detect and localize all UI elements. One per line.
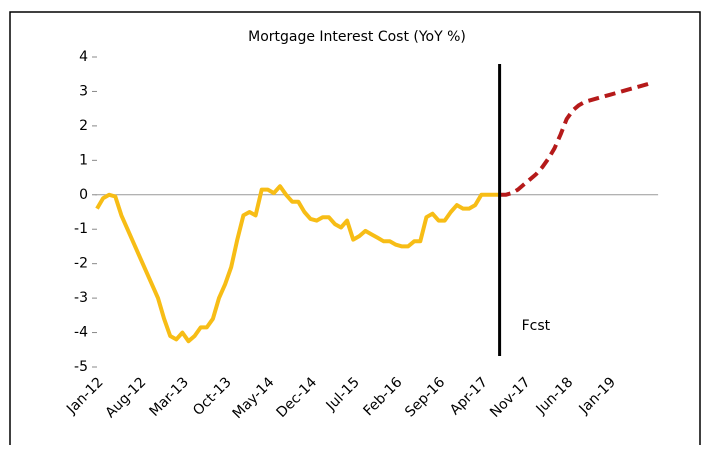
y-tick-label: -3 xyxy=(74,290,88,306)
y-tick-label: -4 xyxy=(74,325,88,341)
x-tick-label: Apr-17 xyxy=(447,374,491,418)
x-tick-label: May-14 xyxy=(230,374,278,422)
y-tick-label: 3 xyxy=(79,83,88,99)
x-tick-label: Dec-14 xyxy=(274,374,321,421)
series-line xyxy=(499,80,653,197)
y-tick-label: -2 xyxy=(74,256,88,272)
y-tick-label: 0 xyxy=(79,187,88,203)
annotation: Fcst xyxy=(522,318,551,334)
x-tick-label: Mar-13 xyxy=(147,374,193,420)
x-tick-label: Oct-13 xyxy=(190,374,235,419)
chart-border xyxy=(9,11,701,449)
y-tick-label: 4 xyxy=(79,49,88,65)
y-tick-label: 2 xyxy=(79,118,88,134)
x-tick-label: Feb-16 xyxy=(361,374,406,419)
chart-title: Mortgage Interest Cost (YoY %) xyxy=(248,29,466,45)
x-tick-label: Aug-12 xyxy=(103,374,150,421)
x-tick-label: Jul-15 xyxy=(323,374,363,414)
y-tick-label: -1 xyxy=(74,221,88,237)
x-tick-label: Jan-19 xyxy=(576,374,619,417)
y-tick-label: 1 xyxy=(79,152,88,168)
y-tick-label: -5 xyxy=(74,359,88,375)
x-tick-label: Sep-16 xyxy=(402,374,448,420)
x-tick-label: Jan-12 xyxy=(63,374,106,417)
x-tick-label: Jun-18 xyxy=(533,374,577,418)
x-tick-label: Nov-17 xyxy=(487,374,534,421)
series-line xyxy=(95,184,500,344)
